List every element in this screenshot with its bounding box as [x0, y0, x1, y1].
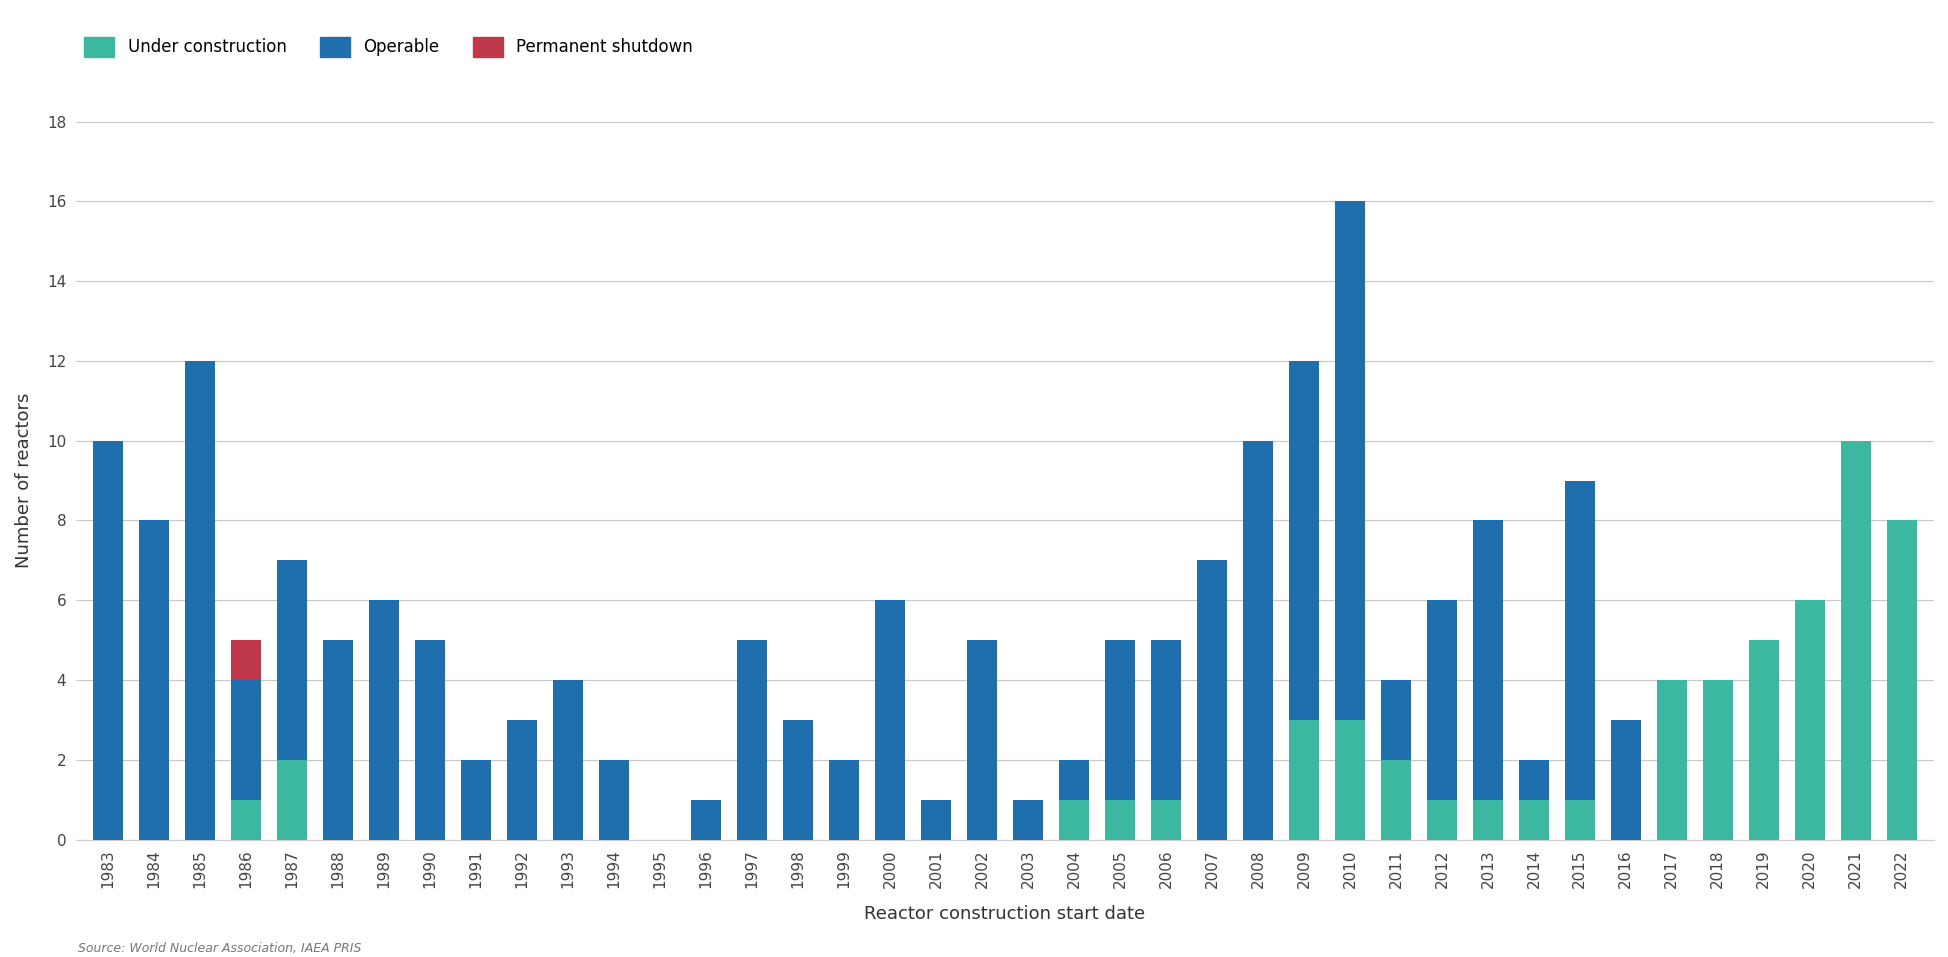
Bar	[277, 760, 308, 839]
Bar	[1288, 361, 1319, 720]
Legend: Under construction, Operable, Permanent shutdown: Under construction, Operable, Permanent …	[84, 36, 692, 56]
Bar	[1473, 521, 1502, 800]
Bar	[1334, 720, 1364, 839]
Bar	[415, 640, 444, 839]
Bar	[598, 760, 629, 839]
Bar	[1105, 800, 1134, 839]
Bar	[1243, 441, 1272, 839]
Bar	[1288, 720, 1319, 839]
Bar	[232, 640, 261, 680]
Text: Source: World Nuclear Association, IAEA PRIS: Source: World Nuclear Association, IAEA …	[78, 943, 360, 955]
Bar	[1196, 561, 1227, 839]
Bar	[462, 760, 491, 839]
Bar	[1105, 640, 1134, 800]
Bar	[94, 441, 123, 839]
Bar	[783, 720, 812, 839]
Bar	[1381, 680, 1410, 760]
Bar	[1151, 640, 1180, 800]
Bar	[185, 361, 214, 839]
Bar	[1381, 760, 1410, 839]
Bar	[1747, 640, 1779, 839]
Bar	[966, 640, 997, 839]
Bar	[921, 800, 951, 839]
Bar	[736, 640, 768, 839]
Bar	[1151, 800, 1180, 839]
Bar	[1611, 720, 1640, 839]
Bar	[553, 680, 582, 839]
X-axis label: Reactor construction start date: Reactor construction start date	[865, 905, 1145, 923]
Bar	[1564, 480, 1593, 800]
Bar	[1426, 800, 1455, 839]
Bar	[1794, 600, 1823, 839]
Bar	[1886, 521, 1915, 839]
Bar	[692, 800, 721, 839]
Bar	[828, 760, 859, 839]
Bar	[1058, 800, 1089, 839]
Bar	[1013, 800, 1042, 839]
Bar	[323, 640, 353, 839]
Y-axis label: Number of reactors: Number of reactors	[16, 393, 33, 568]
Bar	[368, 600, 399, 839]
Bar	[1841, 441, 1870, 839]
Bar	[1517, 800, 1549, 839]
Bar	[1334, 201, 1364, 720]
Bar	[277, 561, 308, 760]
Bar	[232, 680, 261, 800]
Bar	[1058, 760, 1089, 800]
Bar	[1703, 680, 1732, 839]
Bar	[1473, 800, 1502, 839]
Bar	[1426, 600, 1455, 800]
Bar	[138, 521, 169, 839]
Bar	[1517, 760, 1549, 800]
Bar	[875, 600, 904, 839]
Bar	[1656, 680, 1685, 839]
Bar	[232, 800, 261, 839]
Bar	[1564, 800, 1593, 839]
Bar	[506, 720, 538, 839]
